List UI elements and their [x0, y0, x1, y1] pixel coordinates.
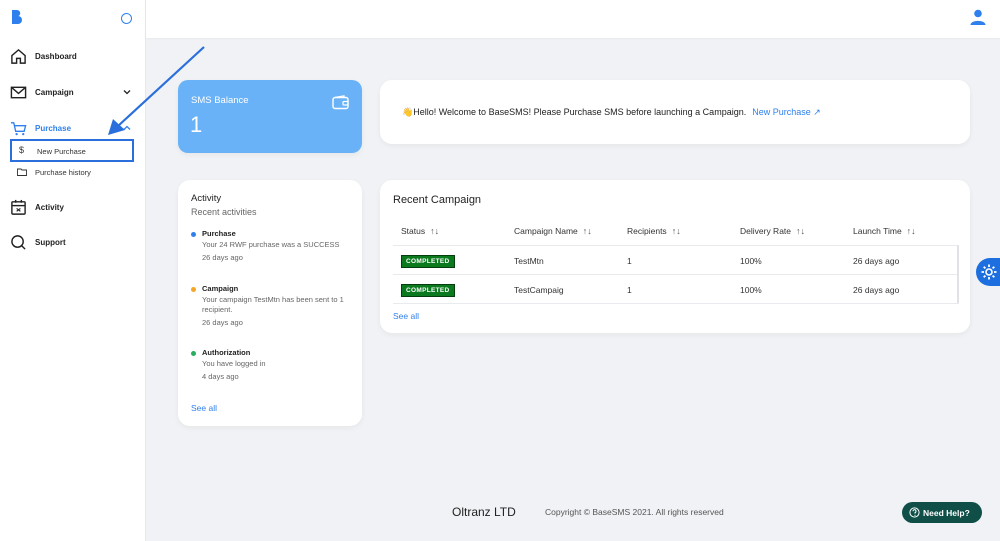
activity-entry-time: 4 days ago	[202, 372, 239, 381]
status-badge: COMPLETED	[401, 255, 455, 268]
footer-brand: Oltranz LTD	[452, 505, 516, 519]
sms-balance-card: SMS Balance 1	[178, 80, 362, 153]
sms-balance-value: 1	[190, 112, 203, 137]
column-header-launch-time[interactable]: Launch Time ↑↓	[853, 226, 916, 236]
sms-balance-title: SMS Balance	[191, 95, 249, 106]
table-row[interactable]: COMPLETED TestCampaig 1 100% 26 days ago	[393, 274, 959, 303]
activity-entry: Campaign Your campaign TestMtn has been …	[191, 284, 356, 329]
activity-entry-title: Campaign	[202, 284, 239, 293]
column-header-recipients[interactable]: Recipients ↑↓	[627, 226, 681, 236]
activity-entry-time: 26 days ago	[202, 253, 243, 262]
status-badge: COMPLETED	[401, 284, 455, 297]
activity-entry-desc: Your 24 RWF purchase was a SUCCESS	[202, 240, 340, 249]
table-divider	[393, 303, 959, 304]
settings-tab[interactable]	[976, 258, 1000, 286]
calendar-icon	[11, 199, 26, 215]
folder-icon	[17, 168, 27, 176]
table-scrollbar[interactable]	[957, 245, 959, 303]
activity-entry-title: Authorization	[202, 348, 251, 357]
gear-icon	[981, 264, 997, 280]
column-header-delivery-rate[interactable]: Delivery Rate ↑↓	[740, 226, 806, 236]
wallet-icon	[332, 95, 349, 110]
sidebar-item-label: Support	[35, 238, 66, 247]
sidebar-item-activity[interactable]: Activity	[0, 195, 146, 219]
sidebar-item-dashboard[interactable]: Dashboard	[0, 44, 146, 68]
sidebar-item-label: Campaign	[35, 88, 74, 97]
table-header-row: Status ↑↓ Campaign Name ↑↓ Recipients ↑↓ De…	[393, 217, 959, 245]
activity-title: Activity	[191, 193, 222, 204]
status-dot	[191, 351, 196, 356]
sidebar-toggle-icon[interactable]	[121, 13, 132, 24]
sidebar-item-label: Activity	[35, 203, 64, 212]
activity-entry-time: 26 days ago	[202, 318, 243, 327]
activity-entry-desc: Your campaign TestMtn has been sent to 1…	[202, 295, 344, 314]
delivery-rate-cell: 100%	[740, 285, 762, 295]
chat-icon	[11, 235, 26, 250]
launch-time-cell: 26 days ago	[853, 256, 900, 266]
dollar-icon: $	[19, 145, 25, 155]
sidebar-item-support[interactable]: Support	[0, 230, 146, 254]
launch-time-cell: 26 days ago	[853, 285, 900, 295]
welcome-banner: 👋Hello! Welcome to BaseSMS! Please Purch…	[380, 80, 970, 144]
status-dot	[191, 232, 196, 237]
sidebar-item-campaign[interactable]: Campaign	[0, 80, 146, 104]
sort-icon[interactable]: ↑↓	[671, 226, 681, 236]
question-icon	[909, 507, 920, 518]
activity-subtitle: Recent activities	[191, 207, 257, 217]
sidebar-subitem-new-purchase[interactable]: $ New Purchase	[10, 139, 134, 162]
top-bar	[146, 0, 1000, 38]
new-purchase-link[interactable]: New Purchase ↗	[752, 107, 821, 117]
table-row[interactable]: COMPLETED TestMtn 1 100% 26 days ago	[393, 245, 959, 274]
chevron-up-icon[interactable]	[122, 123, 132, 133]
status-dot	[191, 287, 196, 292]
cart-icon	[10, 122, 27, 136]
activity-card: Activity Recent activities Purchase Your…	[178, 180, 362, 426]
sidebar-item-purchase[interactable]: Purchase	[0, 116, 146, 140]
activity-entry: Purchase Your 24 RWF purchase was a SUCC…	[191, 229, 356, 264]
campaign-see-all-link[interactable]: See all	[393, 311, 419, 321]
user-icon[interactable]	[969, 8, 987, 26]
sidebar-item-label: Dashboard	[35, 52, 77, 61]
column-header-campaign-name[interactable]: Campaign Name ↑↓	[514, 226, 592, 236]
welcome-message: 👋Hello! Welcome to BaseSMS! Please Purch…	[402, 107, 821, 118]
sort-icon[interactable]: ↑↓	[430, 226, 440, 236]
sidebar-item-label: Purchase	[35, 124, 72, 133]
sidebar-subitem-label: Purchase history	[35, 168, 91, 177]
recipients-cell: 1	[627, 256, 632, 266]
sort-icon[interactable]: ↑↓	[906, 226, 916, 236]
mail-icon	[10, 86, 27, 99]
recent-campaign-card: Recent Campaign Status ↑↓ Campaign Name ↑↓…	[380, 180, 970, 333]
home-icon	[11, 48, 26, 64]
activity-entry: Authorization You have logged in 4 days …	[191, 348, 356, 383]
sort-icon[interactable]: ↑↓	[582, 226, 592, 236]
basesms-logo[interactable]	[11, 10, 23, 24]
sort-icon[interactable]: ↑↓	[796, 226, 806, 236]
column-header-status[interactable]: Status ↑↓	[401, 226, 440, 236]
need-help-button[interactable]: Need Help?	[902, 502, 982, 523]
chevron-down-icon[interactable]	[122, 87, 132, 97]
activity-entry-title: Purchase	[202, 229, 236, 238]
recipients-cell: 1	[627, 285, 632, 295]
recent-campaign-title: Recent Campaign	[393, 194, 482, 206]
sidebar-subitem-label: New Purchase	[37, 147, 86, 156]
campaign-name-cell: TestMtn	[514, 256, 544, 266]
delivery-rate-cell: 100%	[740, 256, 762, 266]
sidebar: Dashboard Campaign Purchase $ New Purcha…	[0, 0, 146, 541]
campaign-name-cell: TestCampaig	[514, 285, 564, 295]
activity-entry-desc: You have logged in	[202, 359, 266, 368]
sidebar-subitem-purchase-history[interactable]: Purchase history	[10, 162, 134, 182]
need-help-label: Need Help?	[923, 508, 970, 518]
activity-see-all-link[interactable]: See all	[191, 403, 217, 413]
welcome-text: 👋Hello! Welcome to BaseSMS! Please Purch…	[402, 107, 747, 117]
footer-copyright: Copyright © BaseSMS 2021. All rights res…	[545, 507, 724, 517]
